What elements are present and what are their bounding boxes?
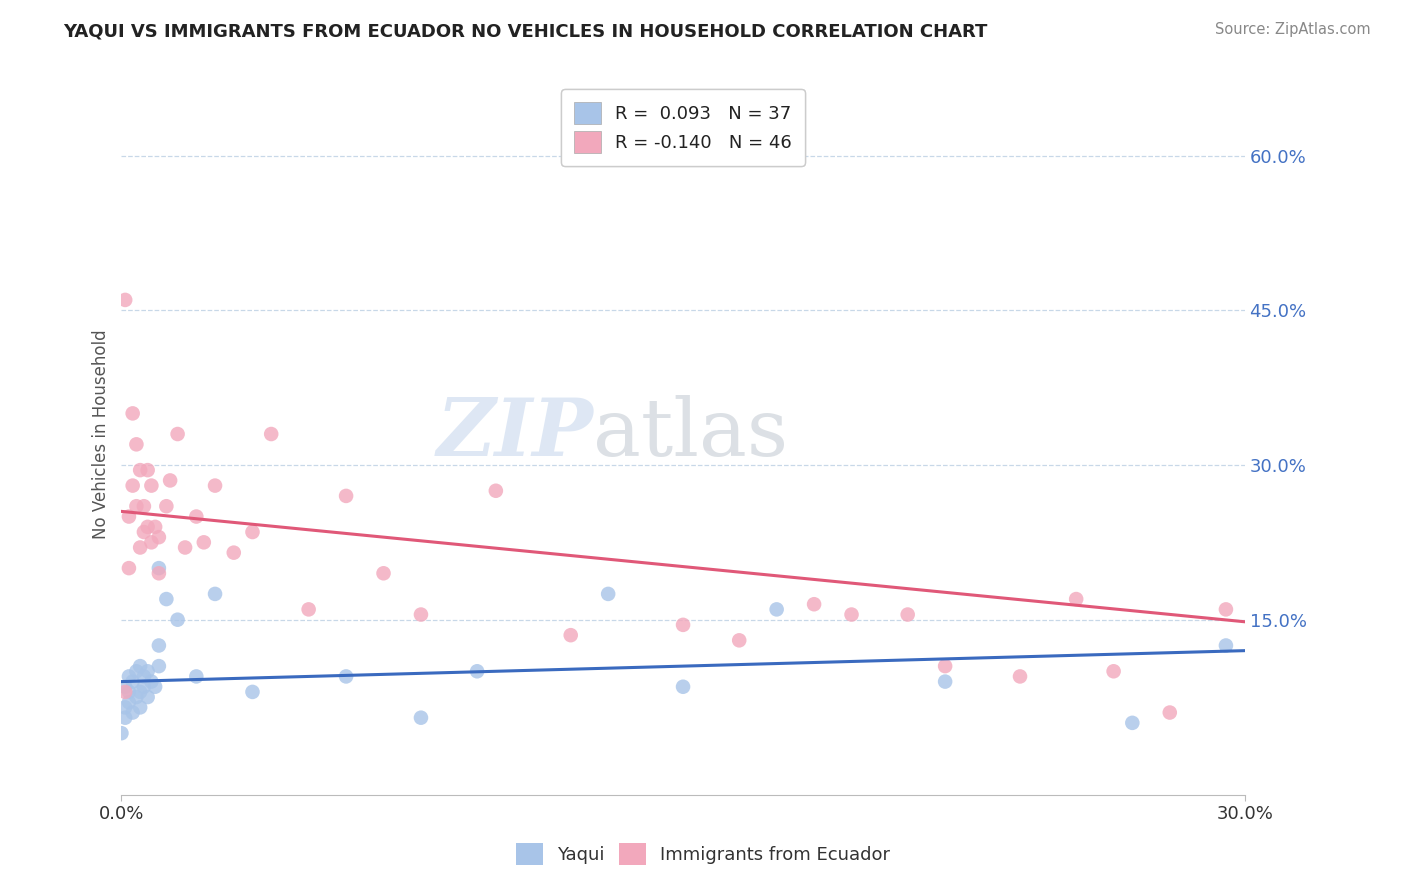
Point — [728, 633, 751, 648]
Point — [132, 669, 155, 683]
Point — [242, 524, 264, 539]
Point — [141, 674, 163, 689]
Point — [335, 669, 357, 683]
Point — [118, 685, 141, 699]
Point — [118, 669, 141, 683]
Point — [560, 628, 582, 642]
Legend: R =  0.093   N = 37, R = -0.140   N = 46: R = 0.093 N = 37, R = -0.140 N = 46 — [561, 89, 804, 166]
Point — [193, 535, 215, 549]
Point — [148, 530, 170, 544]
Point — [204, 587, 226, 601]
Point — [803, 597, 825, 611]
Text: ZIP: ZIP — [436, 395, 593, 473]
Text: atlas: atlas — [593, 395, 789, 473]
Point — [155, 592, 177, 607]
Point — [125, 437, 148, 451]
Point — [1008, 669, 1031, 683]
Legend: Yaqui, Immigrants from Ecuador: Yaqui, Immigrants from Ecuador — [506, 834, 900, 874]
Point — [174, 541, 197, 555]
Point — [129, 659, 152, 673]
Point — [485, 483, 508, 498]
Point — [143, 680, 166, 694]
Point — [204, 478, 226, 492]
Point — [298, 602, 321, 616]
Point — [148, 659, 170, 673]
Point — [934, 659, 956, 673]
Point — [1121, 715, 1143, 730]
Point — [186, 509, 208, 524]
Point — [260, 427, 283, 442]
Point — [136, 665, 159, 679]
Point — [114, 293, 136, 307]
Point — [186, 669, 208, 683]
Point — [132, 524, 155, 539]
Point — [141, 535, 163, 549]
Point — [765, 602, 787, 616]
Point — [373, 566, 395, 581]
Point — [129, 541, 152, 555]
Point — [934, 674, 956, 689]
Point — [1064, 592, 1087, 607]
Point — [148, 561, 170, 575]
Point — [136, 690, 159, 704]
Point — [166, 613, 188, 627]
Point — [1215, 602, 1237, 616]
Point — [125, 690, 148, 704]
Point — [148, 639, 170, 653]
Point — [136, 463, 159, 477]
Point — [409, 711, 432, 725]
Point — [242, 685, 264, 699]
Point — [166, 427, 188, 442]
Point — [132, 500, 155, 514]
Point — [125, 665, 148, 679]
Point — [141, 478, 163, 492]
Point — [143, 520, 166, 534]
Point — [121, 706, 143, 720]
Point — [672, 680, 695, 694]
Point — [114, 685, 136, 699]
Point — [1159, 706, 1181, 720]
Point — [125, 500, 148, 514]
Point — [121, 478, 143, 492]
Point — [118, 509, 141, 524]
Point — [148, 566, 170, 581]
Point — [1102, 665, 1125, 679]
Point — [598, 587, 620, 601]
Point — [222, 546, 245, 560]
Point — [129, 463, 152, 477]
Point — [121, 674, 143, 689]
Point — [114, 680, 136, 694]
Point — [129, 700, 152, 714]
Text: Source: ZipAtlas.com: Source: ZipAtlas.com — [1215, 22, 1371, 37]
Point — [465, 665, 488, 679]
Point — [110, 726, 132, 740]
Point — [118, 695, 141, 709]
Point — [136, 520, 159, 534]
Point — [897, 607, 920, 622]
Point — [155, 500, 177, 514]
Point — [841, 607, 863, 622]
Point — [409, 607, 432, 622]
Y-axis label: No Vehicles in Household: No Vehicles in Household — [93, 329, 110, 539]
Point — [129, 685, 152, 699]
Text: YAQUI VS IMMIGRANTS FROM ECUADOR NO VEHICLES IN HOUSEHOLD CORRELATION CHART: YAQUI VS IMMIGRANTS FROM ECUADOR NO VEHI… — [63, 22, 987, 40]
Point — [1215, 639, 1237, 653]
Point — [114, 711, 136, 725]
Point — [118, 561, 141, 575]
Point — [114, 700, 136, 714]
Point — [121, 406, 143, 420]
Point — [132, 680, 155, 694]
Point — [672, 618, 695, 632]
Point — [159, 474, 181, 488]
Point — [335, 489, 357, 503]
